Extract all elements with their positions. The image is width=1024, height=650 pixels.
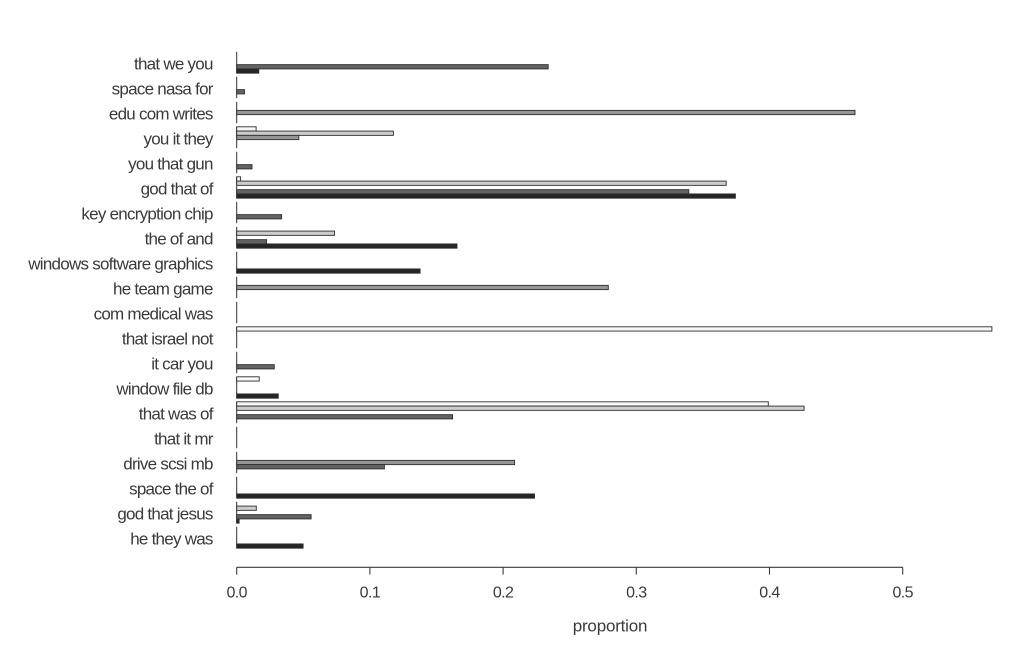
svg-text:key encryption chip: key encryption chip [81,205,213,224]
svg-text:0.0: 0.0 [226,585,247,602]
svg-text:0.4: 0.4 [759,585,780,602]
svg-text:proportion: proportion [573,617,648,636]
svg-text:it car you: it car you [151,355,213,374]
svg-text:that we you: that we you [134,55,213,74]
svg-text:god that of: god that of [141,180,214,199]
svg-text:windows software graphics: windows software graphics [27,255,213,274]
svg-text:that it mr: that it mr [154,430,214,449]
svg-text:drive scsi mb: drive scsi mb [123,455,213,474]
svg-text:0.3: 0.3 [626,585,647,602]
svg-text:that was of: that was of [139,405,214,424]
svg-text:space nasa for: space nasa for [112,80,214,99]
svg-text:god that jesus: god that jesus [117,505,213,524]
svg-text:you it they: you it they [143,130,213,149]
svg-text:0.1: 0.1 [360,585,381,602]
svg-text:0.2: 0.2 [493,585,514,602]
svg-text:com medical was: com medical was [94,305,213,324]
svg-text:space the of: space the of [129,480,214,499]
svg-text:edu com writes: edu com writes [109,105,213,124]
svg-text:0.5: 0.5 [892,585,913,602]
svg-text:window file db: window file db [115,380,213,399]
svg-text:he they was: he they was [130,530,213,549]
svg-text:he team game: he team game [113,280,213,299]
svg-text:you that gun: you that gun [128,155,213,174]
svg-text:that israel not: that israel not [122,330,214,349]
svg-text:the of and: the of and [145,230,213,249]
